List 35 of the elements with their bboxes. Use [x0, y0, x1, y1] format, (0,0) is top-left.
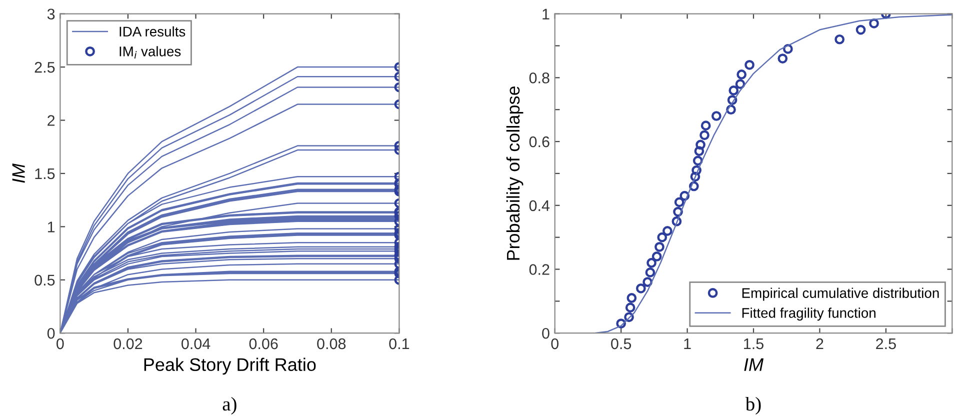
x-tick-label: 1 [684, 338, 691, 350]
legend-label: Empirical cumulative distribution [742, 288, 939, 301]
x-tick-label: 1.5 [744, 338, 764, 350]
x-tick-label: 0.08 [317, 338, 346, 350]
legend-label: Fitted fragility function [742, 308, 876, 321]
legend-label: IDA results [120, 26, 186, 37]
x-tick-label: 0.04 [182, 338, 210, 350]
y-tick-label: 0.5 [34, 274, 55, 286]
x-tick-label: 0.02 [114, 338, 142, 350]
x-tick-label: 2 [816, 338, 824, 350]
x-tick-label: 0 [551, 338, 559, 350]
y-tick-label: 2.5 [34, 62, 55, 73]
y-tick-label: 0.8 [529, 72, 550, 84]
x-tick-label: 0.1 [389, 338, 410, 350]
legend-label: IM$_{i}$ values [120, 46, 181, 58]
y-tick-label: 1.5 [35, 168, 55, 180]
x-axis-title: IM [744, 358, 764, 371]
x-tick-label: 0 [56, 338, 64, 350]
y-tick-label: 0.6 [529, 136, 550, 148]
y-axis-title: IM [12, 163, 25, 183]
y-axis-title: Probability of collapse [506, 86, 524, 260]
y-tick-label: 1 [48, 222, 55, 232]
x-tick-label: 0.5 [611, 338, 632, 350]
y-tick-label: 0 [47, 328, 55, 339]
x-tick-label: 0.06 [249, 338, 278, 350]
x-axis-title: Peak Story Drift Ratio [144, 358, 316, 375]
y-tick-label: 0.2 [529, 264, 550, 275]
x-tick-label: 2.5 [876, 338, 896, 350]
text: a) [222, 396, 236, 415]
y-tick-label: 3 [47, 8, 55, 20]
y-tick-label: 2 [48, 115, 55, 126]
y-tick-label: 1 [542, 8, 550, 20]
y-tick-label: 0.4 [529, 200, 550, 212]
y-tick-label: 0 [542, 328, 550, 339]
text: b) [745, 396, 761, 415]
